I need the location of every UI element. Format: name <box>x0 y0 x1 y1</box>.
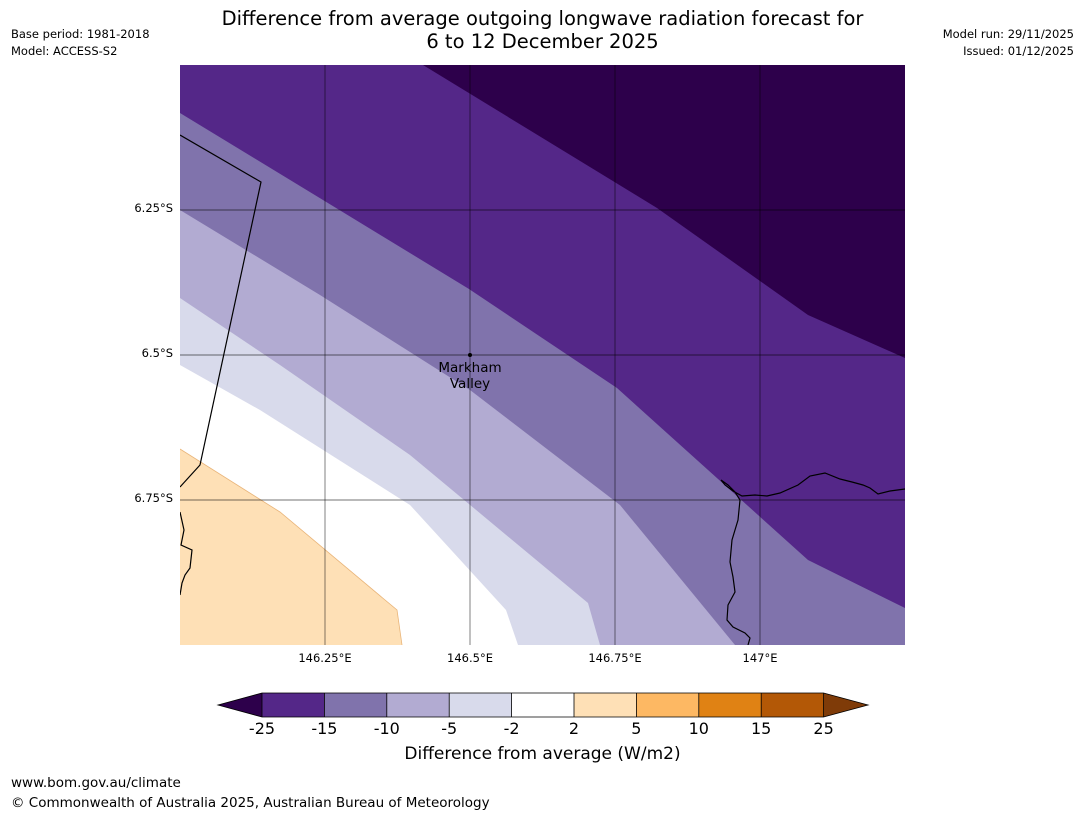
footer-url[interactable]: www.bom.gov.au/climate <box>11 775 181 791</box>
colorbar-tick-8: 10 <box>688 719 709 738</box>
colorbar-segment-4 <box>449 693 512 717</box>
colorbar-extend-min <box>218 693 262 717</box>
title-line-2: 6 to 12 December 2025 <box>426 30 659 53</box>
colorbar-segment-8 <box>698 693 762 717</box>
colorbar-tick-1: -25 <box>248 719 276 738</box>
lon-label-146-25e: 146.25°E <box>298 651 352 665</box>
lon-label-147e: 147°E <box>742 651 778 665</box>
colorbar-tick-3: -10 <box>373 719 400 738</box>
lat-label-6-5s: 6.5°S <box>141 346 173 360</box>
colorbar-segment-6 <box>574 693 637 717</box>
colorbar-tick-2: -15 <box>311 719 338 738</box>
colorbar-tick-4: -5 <box>441 719 458 738</box>
issued-date: Issued: 01/12/2025 <box>963 44 1074 58</box>
lat-label-6-25s: 6.25°S <box>134 201 173 215</box>
colorbar-tick-10: 25 <box>813 719 834 738</box>
meta-right: Model run: 29/11/2025 Issued: 01/12/2025 <box>943 26 1074 60</box>
footer-copyright: © Commonwealth of Australia 2025, Austra… <box>11 795 490 811</box>
coastline-west <box>179 511 193 596</box>
colorbar-segment-2 <box>324 693 387 717</box>
map-svg <box>179 65 906 646</box>
lon-label-146-5e: 146.5°E <box>447 651 493 665</box>
coastline-east <box>720 472 906 646</box>
colorbar <box>216 692 870 718</box>
place-name-line-2: Valley <box>449 376 491 392</box>
map-panel <box>179 65 906 646</box>
band-2-5-edge <box>179 448 403 646</box>
meta-left: Base period: 1981-2018 Model: ACCESS-S2 <box>11 26 150 60</box>
base-period: Base period: 1981-2018 <box>11 27 150 41</box>
colorbar-tick-7: 5 <box>631 719 642 738</box>
colorbar-segment-3 <box>386 693 450 717</box>
colorbar-segment-9 <box>761 693 824 717</box>
colorbar-segment-7 <box>636 693 699 717</box>
place-marker <box>468 353 472 357</box>
map-title: Difference from average outgoing longwav… <box>0 7 1085 53</box>
model-name: Model: ACCESS-S2 <box>11 44 118 58</box>
colorbar-tick-9: 15 <box>751 719 772 738</box>
colorbar-extend-max <box>823 693 868 717</box>
lon-label-146-75e: 146.75°E <box>588 651 642 665</box>
colorbar-segment-5 <box>511 693 574 717</box>
model-run: Model run: 29/11/2025 <box>942 27 1074 41</box>
colorbar-label: Difference from average (W/m2) <box>404 744 681 764</box>
place-name-line-1: Markham <box>438 360 502 376</box>
graticule <box>180 65 905 645</box>
colorbar-tick-5: -2 <box>503 719 520 738</box>
place-label: Markham Valley <box>410 360 530 392</box>
band-2-5 <box>180 449 402 645</box>
border-line <box>179 134 262 488</box>
colorbar-segment-1 <box>262 693 325 717</box>
colorbar-dividers <box>261 693 824 717</box>
title-line-1: Difference from average outgoing longwav… <box>221 7 864 30</box>
colorbar-tick-6: 2 <box>568 719 580 738</box>
lat-label-6-75s: 6.75°S <box>134 491 173 505</box>
